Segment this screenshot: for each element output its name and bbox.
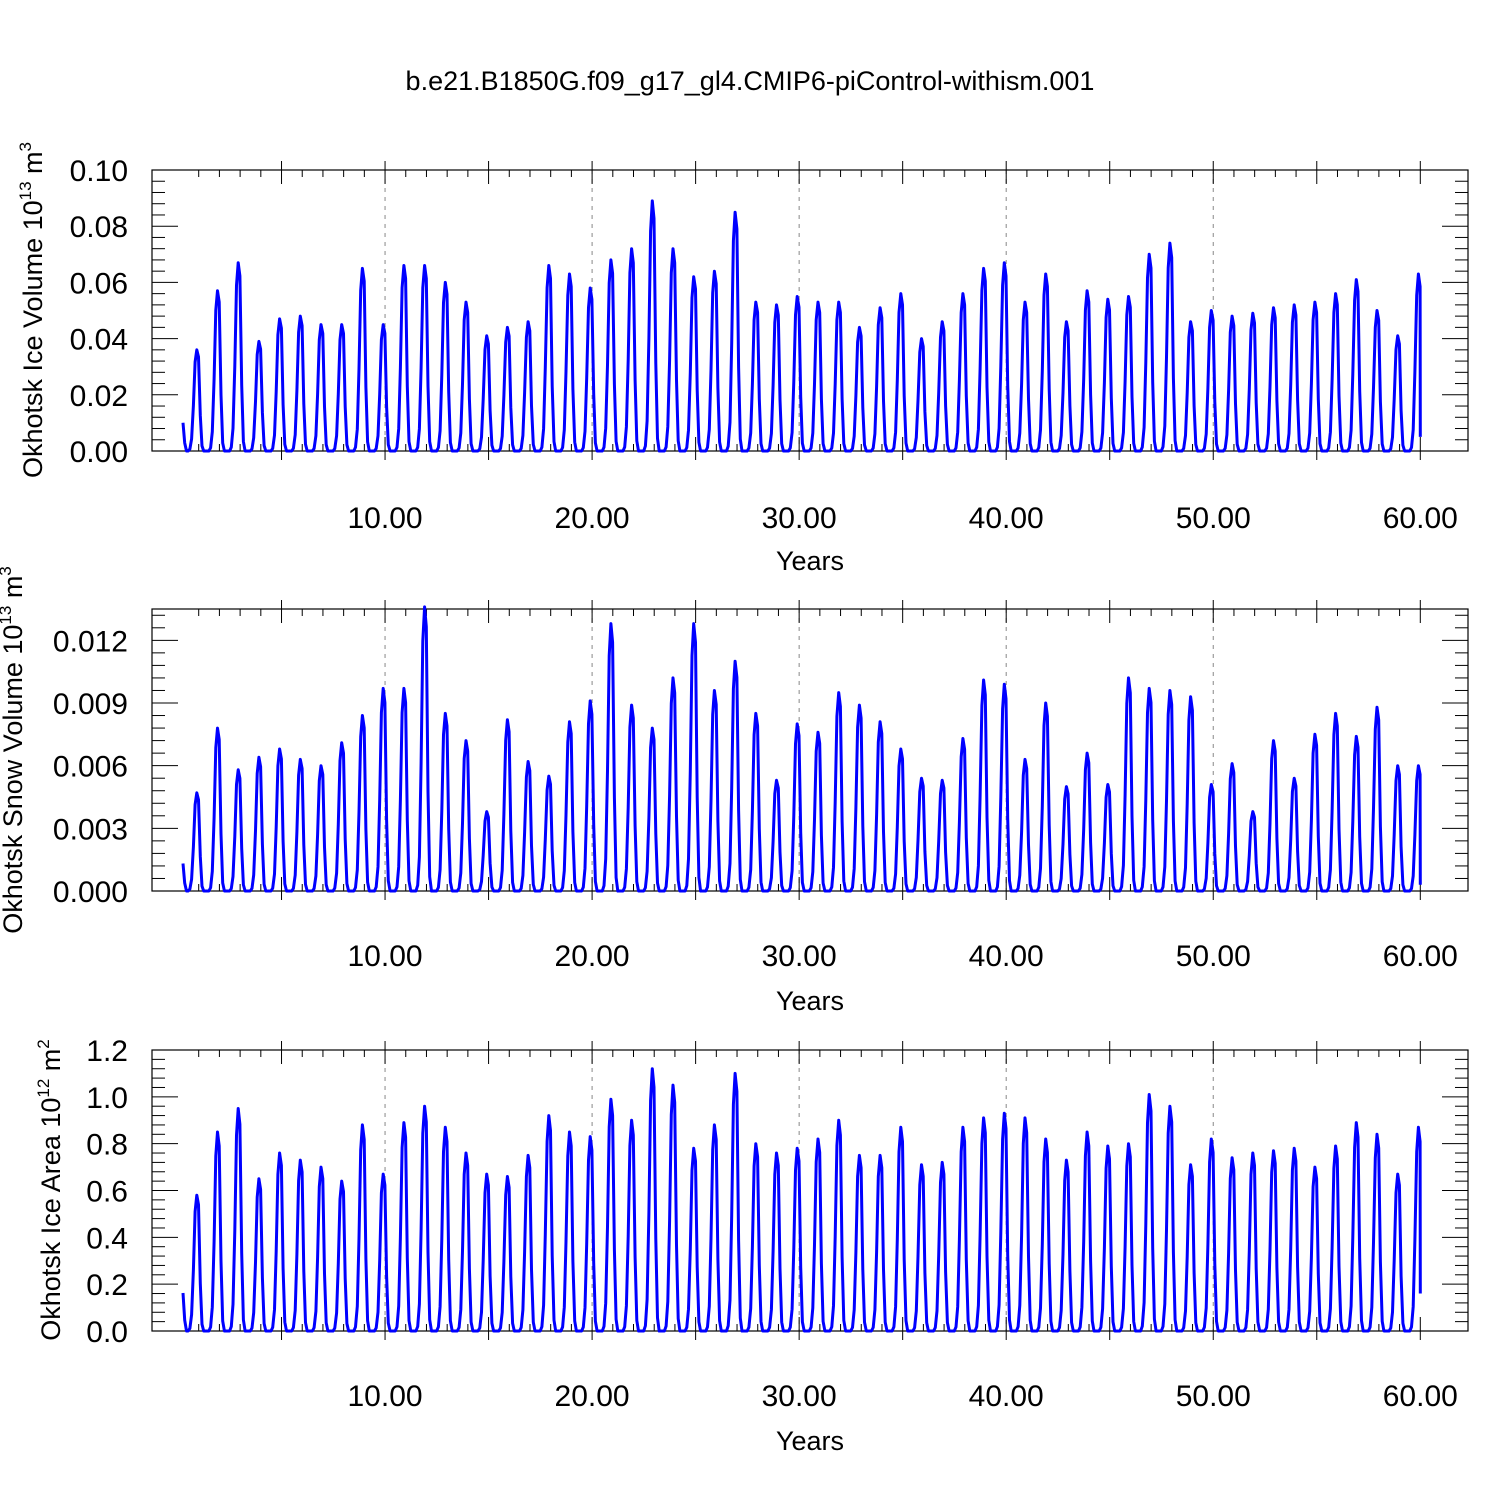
y-axis-label: Okhotsk Snow Volume 1013 m3 [0, 566, 28, 934]
y-axis-label-part: m [36, 1049, 66, 1079]
x-axis-label: Years [776, 1426, 844, 1456]
y-axis-label-part: Okhotsk Ice Volume 10 [18, 200, 48, 478]
x-tick-label: 10.00 [348, 1380, 423, 1413]
y-axis-label: Okhotsk Ice Volume 1013 m3 [16, 142, 48, 478]
panel-1: 0.00 0.02 0.04 0.06 0.08 0.10 10.00 20.00 30.00 4… [16, 142, 1469, 576]
y-tick-label: 0.0 [86, 1316, 128, 1349]
y-tick-label: 0.012 [53, 625, 128, 658]
x-tick-label: 10.00 [348, 502, 423, 535]
y-tick-label: 0.009 [53, 688, 128, 721]
x-tick-label: 30.00 [762, 1380, 837, 1413]
y-tick-label: 0.8 [86, 1129, 128, 1162]
panel-3: 0.0 0.2 0.4 0.6 0.8 1.0 1.2 10.00 20.00 30.00 40.0… [34, 1035, 1469, 1456]
x-tick-label: 60.00 [1383, 1380, 1458, 1413]
y-tick-label: 0.000 [53, 876, 128, 909]
data-series-line [181, 605, 1422, 893]
x-tick-label: 20.00 [555, 940, 630, 973]
x-tick-label: 60.00 [1383, 502, 1458, 535]
x-tick-label: 20.00 [555, 502, 630, 535]
x-tick-label: 30.00 [762, 940, 837, 973]
x-tick-label: 50.00 [1176, 502, 1251, 535]
x-tick-label: 40.00 [969, 502, 1044, 535]
x-tick-label: 40.00 [969, 1380, 1044, 1413]
y-tick-label: 0.2 [86, 1269, 128, 1302]
x-tick-label: 30.00 [762, 502, 837, 535]
y-tick-label: 0.006 [53, 751, 128, 784]
y-axis-label-part: Okhotsk Snow Volume 10 [0, 625, 28, 934]
x-tick-label: 60.00 [1383, 940, 1458, 973]
y-tick-label: 0.6 [86, 1176, 128, 1209]
panel-2: 0.000 0.003 0.006 0.009 0.012 10.00 20.00 30.00… [0, 566, 1469, 1016]
x-tick-label: 50.00 [1176, 1380, 1251, 1413]
y-axis-label: Okhotsk Ice Area 1012 m2 [34, 1039, 66, 1341]
y-tick-label: 0.10 [70, 155, 128, 188]
y-tick-label: 0.4 [86, 1222, 128, 1255]
y-axis-label-part: 3 [16, 142, 35, 151]
data-series-line [181, 1067, 1422, 1333]
y-axis-label-part: Okhotsk Ice Area 10 [36, 1098, 66, 1341]
x-axis-label: Years [776, 546, 844, 576]
y-axis-label-part: 3 [0, 566, 15, 575]
y-axis-label-part: 13 [0, 606, 15, 625]
y-tick-label: 0.04 [70, 324, 128, 357]
y-tick-label: 0.06 [70, 267, 128, 300]
y-axis-label-part: m [0, 576, 28, 606]
figure-title: b.e21.B1850G.f09_g17_gl4.CMIP6-piControl… [405, 66, 1095, 96]
x-tick-label: 50.00 [1176, 940, 1251, 973]
y-tick-label: 1.2 [86, 1035, 128, 1068]
y-axis-label-part: m [18, 151, 48, 181]
y-tick-label: 0.08 [70, 211, 128, 244]
y-axis-label-part: 13 [16, 181, 35, 200]
y-tick-label: 0.003 [53, 813, 128, 846]
y-tick-label: 0.02 [70, 380, 128, 413]
x-tick-label: 10.00 [348, 940, 423, 973]
x-tick-label: 40.00 [969, 940, 1044, 973]
y-tick-label: 0.00 [70, 436, 128, 469]
y-axis-label-part: 12 [34, 1079, 53, 1098]
y-axis-label-part: 2 [34, 1039, 53, 1048]
data-series-line [181, 199, 1422, 453]
x-axis-label: Years [776, 986, 844, 1016]
x-tick-label: 20.00 [555, 1380, 630, 1413]
y-tick-label: 1.0 [86, 1082, 128, 1115]
